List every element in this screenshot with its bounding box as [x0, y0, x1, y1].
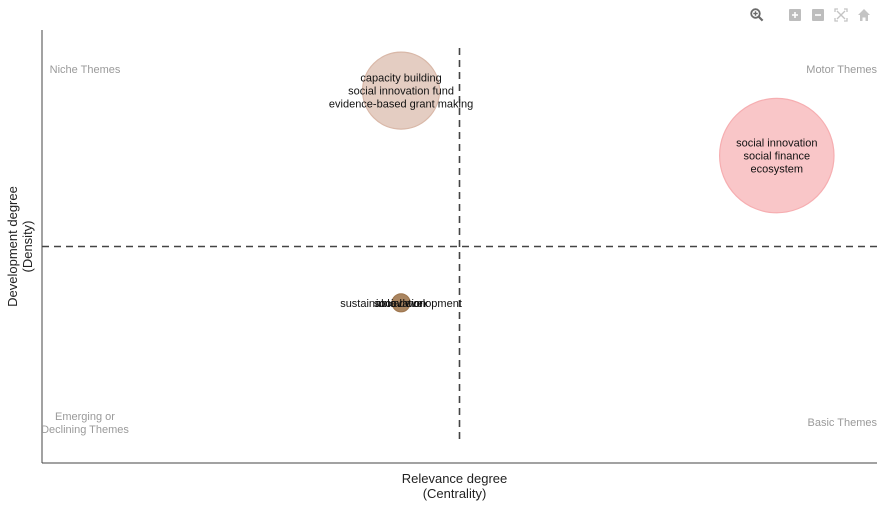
quadrant-label-niche: Niche Themes: [50, 64, 121, 76]
autoscale-icon[interactable]: [834, 8, 848, 22]
zoom-in-icon[interactable]: [788, 8, 802, 22]
reset-axes-icon[interactable]: [857, 8, 871, 22]
bubble-label-2-2: innovation: [376, 298, 426, 310]
zoom-icon[interactable]: [750, 8, 764, 22]
modebar: [750, 8, 871, 22]
y-axis-title: Development degree(Density): [5, 186, 35, 307]
zoom-out-icon[interactable]: [811, 8, 825, 22]
quadrant-label-motor: Motor Themes: [806, 64, 877, 76]
x-axis-title: Relevance degree(Centrality): [402, 471, 508, 501]
quadrant-label-basic: Basic Themes: [808, 417, 877, 429]
